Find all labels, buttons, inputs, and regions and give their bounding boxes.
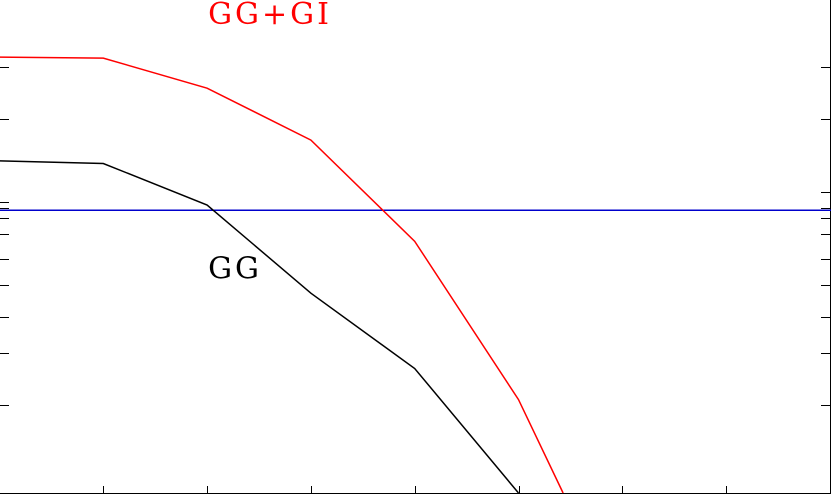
- series-lines: [0, 56, 564, 494]
- series-labels: GG+GI GG: [208, 0, 332, 286]
- series-label-gg: GG: [208, 251, 262, 286]
- series-line-gg: [0, 160, 520, 494]
- series-label-gg-gi: GG+GI: [208, 0, 332, 32]
- series-line-gg-gi: [0, 56, 564, 494]
